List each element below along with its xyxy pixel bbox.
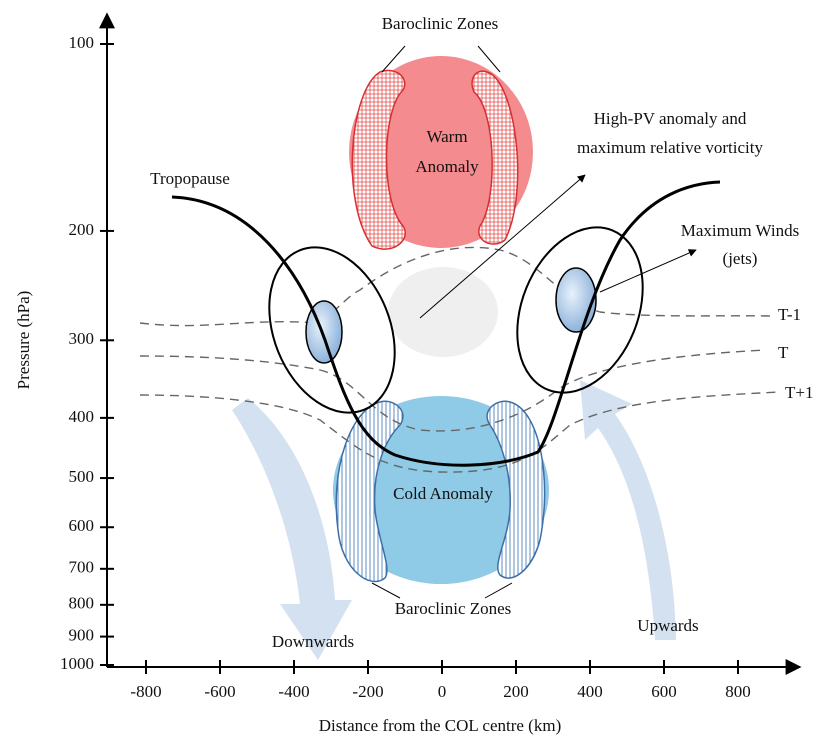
pointer: [600, 250, 696, 292]
x-tick-label: 200: [503, 682, 529, 701]
label: T-1: [778, 305, 801, 324]
label: T: [778, 343, 789, 362]
y-tick-label: 200: [69, 220, 95, 239]
label: Cold Anomaly: [393, 484, 493, 503]
y-tick-label: 800: [69, 594, 95, 613]
x-tick-label: 800: [725, 682, 751, 701]
diagram: 100 200 300 400 500 600 700 800 900 1000 -800 -600 -…: [0, 0, 826, 742]
y-tick-label: 500: [69, 467, 95, 486]
x-tick-label: -400: [278, 682, 309, 701]
label: Tropopause: [150, 169, 230, 188]
label: maximum relative vorticity: [577, 138, 764, 157]
y-tick-label: 600: [69, 516, 95, 535]
label: Baroclinic Zones: [382, 14, 499, 33]
x-axis-label: Distance from the COL centre (km): [319, 716, 561, 735]
label: Baroclinic Zones: [395, 599, 512, 618]
upward-arrow: [580, 380, 676, 640]
label: High-PV anomaly and: [594, 109, 747, 128]
label: Warm: [426, 127, 467, 146]
y-tick-label: 400: [69, 407, 95, 426]
high-pv-anomaly: [388, 267, 498, 357]
x-tick-label: 600: [651, 682, 677, 701]
label: Upwards: [637, 616, 698, 635]
y-tick-label: 300: [69, 329, 95, 348]
x-tick-label: -800: [130, 682, 161, 701]
downward-arrow: [232, 398, 352, 660]
x-tick-label: -200: [352, 682, 383, 701]
label: Downwards: [272, 632, 354, 651]
label: Anomaly: [415, 157, 479, 176]
y-tick-label: 100: [69, 33, 95, 52]
y-tick-label: 900: [69, 625, 95, 644]
y-tick-label: 700: [69, 558, 95, 577]
x-tick-label: -600: [204, 682, 235, 701]
y-tick-label: 1000: [60, 654, 94, 673]
label: T+1: [785, 383, 813, 402]
x-tick-label: 400: [577, 682, 603, 701]
label: (jets): [723, 249, 758, 268]
y-axis-label: Pressure (hPa): [14, 291, 33, 390]
bracket: [372, 583, 512, 598]
label: Maximum Winds: [681, 221, 799, 240]
x-tick-label: 0: [438, 682, 447, 701]
jet: [556, 268, 596, 332]
